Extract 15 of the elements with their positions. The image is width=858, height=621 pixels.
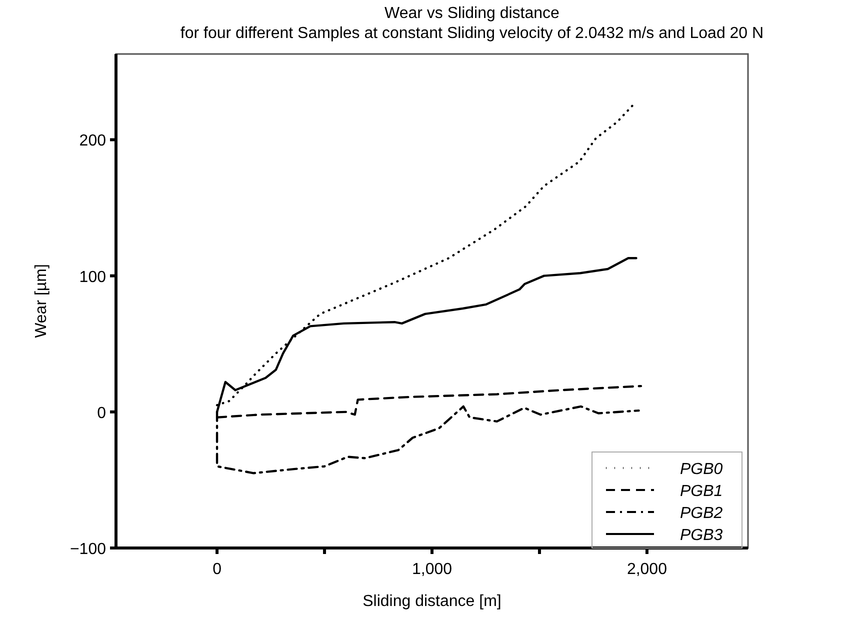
x-tick-label: 1,000 [412, 561, 452, 578]
legend-label: PGB2 [680, 505, 723, 522]
y-tick-label: 200 [79, 132, 106, 150]
chart-title: Wear vs Sliding distance [384, 5, 560, 22]
y-axis-title: Wear [µm] [33, 264, 50, 338]
legend-label: PGB0 [680, 461, 723, 478]
y-tick-label: 100 [79, 268, 106, 286]
x-tick-label: 2,000 [626, 561, 668, 578]
legend-label: PGB3 [680, 527, 723, 544]
chart-subtitle: for four different Samples at constant Sliding velocity of 2.0432 m/s and Load 20 N [180, 25, 764, 42]
x-axis-title: Sliding distance [m] [362, 593, 502, 610]
x-tick-label: 0 [212, 561, 222, 578]
legend-label: PGB1 [680, 483, 723, 500]
y-tick-label: 0 [97, 404, 106, 422]
y-tick-label: −100 [70, 541, 106, 558]
